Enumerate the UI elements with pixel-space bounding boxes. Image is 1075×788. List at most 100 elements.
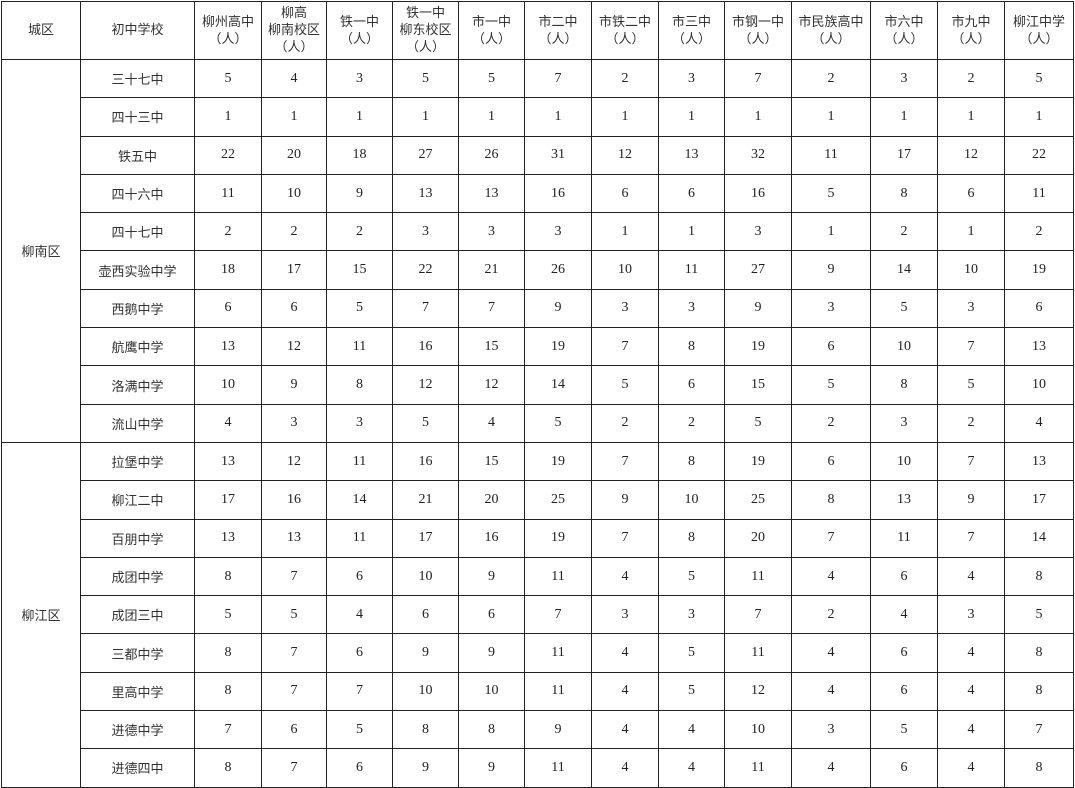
table-row: 进德中学 7 6 5 8 8 9 4 4 10 3 5 4 7 [2,710,1074,750]
quota-cell: 17 [261,250,327,290]
table-row: 柳江区 拉堡中学 13 12 11 16 15 19 7 8 19 6 10 7 13 [1,441,1074,788]
quota-cell: 4 [591,710,659,750]
quota-cell: 4 [591,556,659,597]
quota-cell: 7 [326,671,393,712]
header-line: 柳高 [280,6,307,21]
quota-cell: 7 [724,595,792,635]
header-column: 市铁二中 （人） [591,1,659,60]
quota-cell: 12 [392,365,459,405]
header-row: 城区 初中学校 柳州高中 （人） 柳高 柳南校区 （人） 铁一中 （人） 铁一中 柳东校区 （人）… [1,1,1074,60]
quota-cell: 7 [937,518,1005,558]
header-column: 柳高 柳南校区 （人） [261,1,327,60]
header-line: 柳南校区 [267,23,320,38]
quota-cell: 26 [524,250,592,290]
quota-cell: 13 [658,135,725,175]
header-column: 柳江中学 （人） [1004,1,1074,60]
quota-cell: 3 [458,212,525,252]
quota-cell: 8 [1004,633,1074,673]
quota-cell: 3 [591,288,659,329]
quota-cell: 8 [870,365,938,405]
header-line: （人） [339,31,379,47]
quota-cell: 1 [791,212,871,252]
quota-cell: 10 [194,365,262,405]
quota-cell: 6 [658,365,725,405]
quota-cell: 1 [194,97,262,137]
quota-cell: 5 [591,365,659,405]
quota-cell: 20 [261,135,327,175]
table-row: 四十六中 11 10 9 13 13 16 6 6 16 5 8 6 11 [2,173,1074,214]
quota-cell: 3 [724,212,792,252]
quota-cell: 7 [458,288,525,329]
quota-cell: 8 [870,173,938,214]
header-line: （人） [1019,31,1059,47]
quota-cell: 2 [326,212,393,252]
table-row: 里高中学 8 7 7 10 10 11 4 5 12 4 6 4 8 [2,671,1074,712]
table-row: 成团中学 8 7 6 10 9 11 4 5 11 4 6 4 8 [2,556,1074,597]
quota-cell: 16 [724,173,792,214]
quota-cell: 25 [524,480,592,520]
quota-cell: 4 [937,748,1005,788]
table-row: 流山中学 4 3 3 5 4 5 2 2 5 2 3 2 4 [2,403,1074,443]
quota-cell: 2 [937,403,1005,443]
header-line: 市一中 [471,14,511,30]
quota-cell: 8 [658,441,725,482]
quota-cell: 16 [524,173,592,214]
table-row: 百朋中学 13 13 11 17 16 19 7 8 20 7 11 7 14 [2,518,1074,558]
quota-cell: 4 [591,748,659,788]
quota-cell: 17 [1004,480,1074,520]
header-line: 市六中 [884,14,924,30]
quota-cell: 6 [591,173,659,214]
quota-cell: 6 [870,671,938,712]
quota-cell: 17 [870,135,938,175]
school-cell: 壶西实验中学 [80,250,195,290]
quota-cell: 8 [194,671,262,712]
quota-cell: 7 [937,327,1005,367]
quota-cell: 1 [1004,97,1074,137]
quota-cell: 10 [658,480,725,520]
header-column: 市二中 （人） [524,1,592,60]
quota-cell: 21 [458,250,525,290]
school-cell: 西鹅中学 [80,288,195,329]
quota-cell: 19 [524,327,592,367]
quota-cell: 1 [326,97,393,137]
header-line: 市三中 [671,14,711,30]
header-line: 铁一中 [339,14,379,30]
quota-cell: 2 [261,212,327,252]
quota-cell: 2 [1004,212,1074,252]
quota-cell: 6 [392,595,459,635]
school-cell: 成团三中 [80,595,195,635]
quota-cell: 6 [870,748,938,788]
quota-cell: 11 [1004,173,1074,214]
quota-cell: 4 [937,710,1005,750]
quota-cell: 13 [1004,327,1074,367]
quota-cell: 5 [870,288,938,329]
quota-cell: 32 [724,135,792,175]
header-column: 柳州高中 （人） [194,1,262,60]
school-cell: 三十七中 [80,58,195,99]
quota-cell: 27 [724,250,792,290]
quota-cell: 14 [326,480,393,520]
quota-cell: 11 [524,633,592,673]
header-line: （人） [471,31,511,47]
quota-cell: 5 [524,403,592,443]
quota-cell: 17 [392,518,459,558]
quota-cell: 3 [524,212,592,252]
header-line: 柳东校区 [399,23,452,38]
quota-cell: 9 [458,633,525,673]
quota-cell: 8 [392,710,459,750]
quota-cell: 3 [326,403,393,443]
quota-cell: 2 [658,403,725,443]
header-column: 市一中 （人） [458,1,525,60]
quota-cell: 14 [524,365,592,405]
quota-cell: 6 [326,748,393,788]
quota-cell: 6 [1004,288,1074,329]
quota-cell: 7 [591,441,659,482]
quota-cell: 27 [392,135,459,175]
school-cell: 三都中学 [80,633,195,673]
quota-cell: 5 [937,365,1005,405]
quota-cell: 7 [724,58,792,99]
quota-cell: 7 [591,518,659,558]
quota-cell: 7 [194,710,262,750]
quota-cell: 12 [458,365,525,405]
